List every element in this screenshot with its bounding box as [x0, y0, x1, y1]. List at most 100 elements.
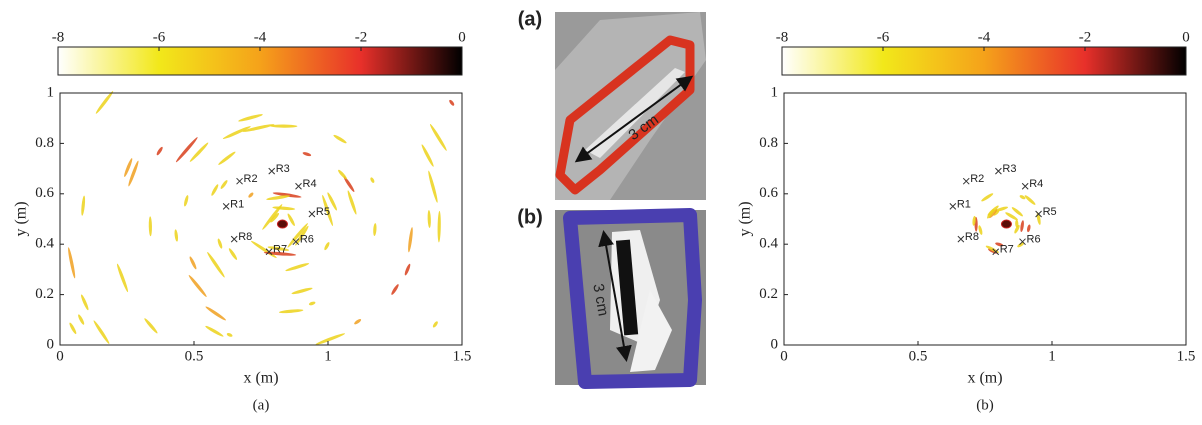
- x-tick-label: 0.5: [909, 348, 928, 364]
- colorbar-tick-label: -4: [254, 29, 267, 45]
- field-blob: [189, 256, 197, 270]
- field-blob: [95, 91, 114, 114]
- receiver-marker: [1021, 182, 1029, 190]
- y-tick-label: 0.8: [759, 135, 778, 151]
- colorbar-tick-label: -8: [776, 29, 789, 45]
- field-blob: [1005, 212, 1018, 221]
- receiver-label: R7: [273, 244, 287, 256]
- colorbar: [57, 46, 463, 76]
- field-blob: [333, 134, 347, 144]
- field-blob: [263, 251, 297, 256]
- field-blob: [428, 170, 438, 203]
- field-blob: [1015, 219, 1019, 228]
- plot-area: [59, 92, 463, 346]
- field-blob: [81, 195, 86, 216]
- field-blob: [211, 184, 219, 196]
- field-blob: [1011, 207, 1023, 217]
- y-tick-label: 0: [771, 336, 779, 352]
- y-tick-label: 0: [47, 336, 55, 352]
- receiver-marker: [957, 235, 965, 243]
- field-blob: [272, 206, 296, 211]
- y-axis-label: y (m): [737, 201, 754, 236]
- field-blob: [228, 248, 238, 260]
- field-blob: [343, 176, 355, 193]
- field-blob: [989, 209, 998, 219]
- field-blob: [437, 210, 441, 243]
- y-axis-label: y (m): [13, 201, 30, 236]
- field-blob: [972, 215, 976, 226]
- field-blob: [278, 309, 304, 314]
- receiver-label: R6: [1027, 234, 1041, 246]
- field-blob: [291, 287, 313, 295]
- receiver-label: R1: [957, 198, 971, 210]
- target-peak: [1000, 219, 1012, 229]
- field-blob: [404, 263, 411, 276]
- field-blob: [205, 325, 224, 337]
- field-blob: [324, 242, 330, 251]
- receiver-marker: [1019, 238, 1026, 246]
- field-blob: [978, 225, 983, 235]
- receiver-marker: [268, 167, 276, 175]
- field-blob: [156, 146, 163, 156]
- caption: (b): [976, 397, 994, 413]
- field-blob: [987, 205, 999, 216]
- field-blob: [116, 263, 129, 293]
- field-blob: [338, 169, 347, 180]
- field-blob: [449, 99, 455, 106]
- field-blob: [391, 284, 399, 295]
- field-blob: [408, 227, 413, 253]
- field-blob: [81, 294, 89, 311]
- receiver-label: R6: [300, 234, 314, 246]
- photo-a: 3 cm (a): [518, 8, 706, 200]
- colorbar-tick-label: 0: [458, 29, 466, 45]
- receiver-marker: [230, 235, 238, 243]
- field-blob: [287, 223, 308, 248]
- field-blob: [226, 333, 233, 337]
- receiver-marker: [995, 167, 1002, 175]
- field-blob: [144, 318, 158, 334]
- field-blob: [1019, 195, 1026, 200]
- receiver-marker: [236, 177, 243, 185]
- field-blob: [69, 322, 77, 335]
- receiver-label: R4: [1029, 178, 1043, 190]
- x-tick-label: 1: [1048, 348, 1056, 364]
- receiver-marker: [1035, 210, 1042, 218]
- field-blob: [189, 142, 209, 162]
- receiver-marker: [949, 203, 957, 210]
- field-blob: [1024, 195, 1036, 205]
- photo-label: (b): [517, 206, 543, 228]
- y-tick-label: 0.4: [35, 236, 54, 252]
- field-blob: [248, 192, 254, 198]
- x-tick-label: 1.5: [1177, 348, 1196, 364]
- y-tick-label: 0.6: [759, 185, 778, 201]
- receiver-label: R2: [970, 173, 984, 185]
- field-blob: [354, 319, 362, 325]
- field-pattern: [68, 91, 455, 345]
- field-blob: [1020, 220, 1024, 232]
- receiver-label: R4: [303, 178, 317, 190]
- field-blob: [218, 151, 236, 165]
- field-blob: [188, 274, 207, 298]
- field-blob: [373, 223, 377, 236]
- receiver-label: R8: [238, 231, 252, 243]
- field-blob: [370, 177, 375, 183]
- caption: (a): [253, 397, 270, 413]
- y-tick-label: 0.4: [759, 236, 778, 252]
- field-blob: [220, 180, 228, 189]
- y-tick-label: 0.6: [35, 185, 54, 201]
- field-blob: [1027, 224, 1031, 233]
- receiver-label: R5: [316, 206, 330, 218]
- receiver-label: R5: [1043, 206, 1057, 218]
- field-blob: [205, 306, 226, 321]
- field-blob: [995, 242, 1004, 247]
- x-tick-label: 0.5: [185, 348, 204, 364]
- field-blob: [207, 251, 225, 278]
- colorbar-tick-label: 0: [1182, 29, 1190, 45]
- receiver-label: R7: [1000, 244, 1014, 256]
- receiver-marker: [992, 248, 1000, 256]
- colorbar-tick-label: -4: [978, 29, 991, 45]
- field-blob: [421, 144, 434, 167]
- field-blob: [295, 225, 309, 246]
- field-blob: [270, 124, 298, 128]
- field-blob: [427, 210, 431, 228]
